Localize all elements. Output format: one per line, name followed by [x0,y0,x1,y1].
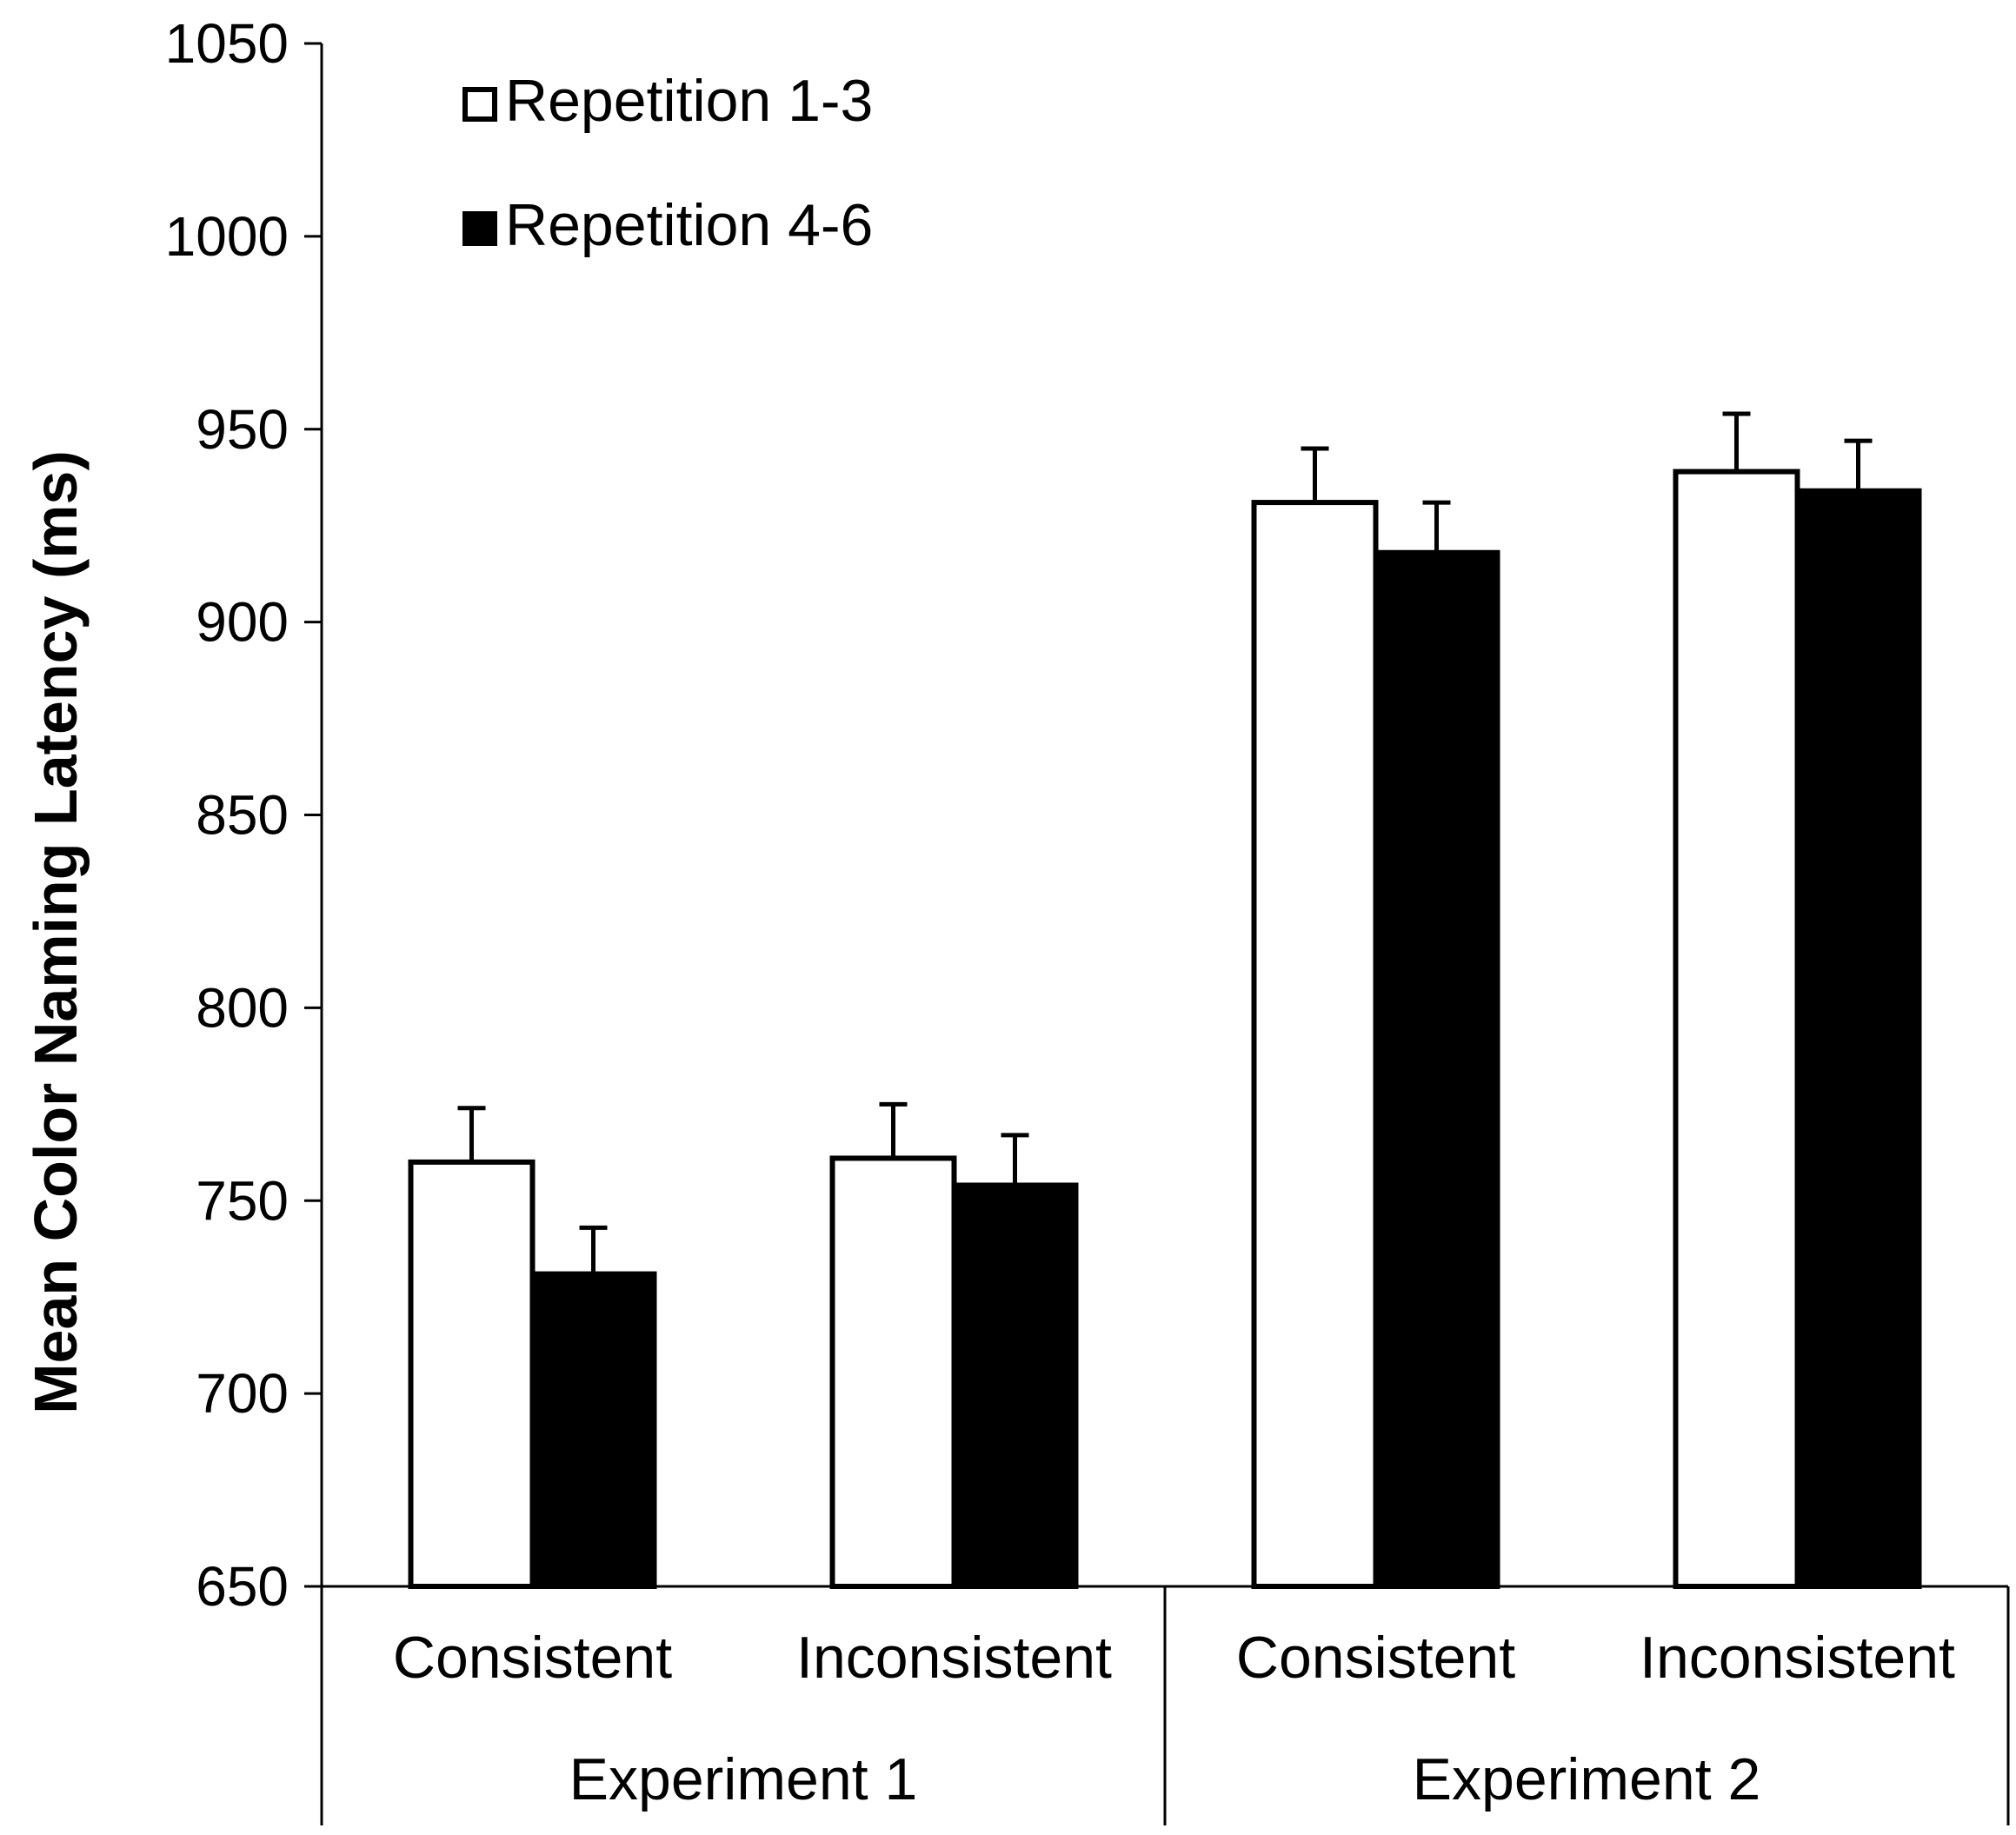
y-tick-label: 850 [196,784,289,847]
y-tick-label: 1000 [165,205,289,268]
y-tick-label: 900 [196,591,289,654]
labels: 650 700 750 800 850 900 950 1000 1050 Mean Color … [22,12,1955,1812]
bar-rep-1-3 [1251,500,1379,1589]
y-tick-label: 650 [196,1555,289,1618]
group-label: Experiment 1 [569,1746,918,1812]
bar-rep-4-6 [1794,488,1922,1589]
x-tick-label: Inconsistent [1640,1625,1955,1691]
bar-rep-1-3 [408,1159,536,1589]
y-tick-label: 950 [196,398,289,461]
legend-label: Repetition 1-3 [505,68,873,134]
bars [408,469,1922,1589]
bar-rep-4-6 [951,1182,1079,1589]
legend: Repetition 1-3 Repetition 4-6 [462,68,873,258]
legend-swatch [462,211,497,246]
x-tick-label: Inconsistent [796,1625,1112,1691]
bar-rep-1-3 [829,1155,957,1589]
x-tick-label: Consistent [1236,1625,1515,1691]
y-tick-label: 700 [196,1362,289,1425]
x-tick-label: Consistent [393,1625,672,1691]
bar-rep-1-3 [1673,469,1800,1589]
legend-swatch [462,87,497,122]
group-label: Experiment 2 [1413,1746,1761,1812]
y-tick-label: 800 [196,976,289,1039]
bar-rep-4-6 [529,1271,657,1589]
y-axis-label: Mean Color Naming Latency (ms) [22,450,90,1414]
error-bars [457,411,1873,1274]
y-tick-label: 750 [196,1169,289,1232]
legend-label: Repetition 4-6 [505,192,873,258]
y-tick-label: 1050 [165,12,289,75]
bar-rep-4-6 [1373,549,1500,1589]
